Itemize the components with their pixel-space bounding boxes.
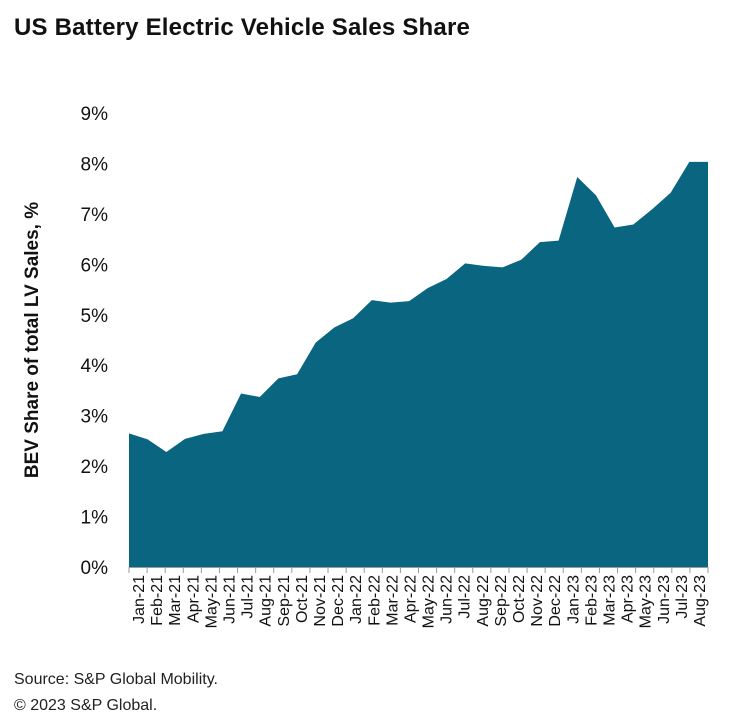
y-tick-label: 8% xyxy=(81,154,109,175)
x-tick-label: Feb-22 xyxy=(366,575,383,626)
y-tick-label: 6% xyxy=(81,255,109,276)
y-tick-label: 1% xyxy=(81,508,109,529)
copyright-note: © 2023 S&P Global. xyxy=(14,697,158,714)
x-tick-label: Jun-23 xyxy=(656,575,673,624)
x-tick-label: Nov-22 xyxy=(529,575,546,627)
y-tick-label: 5% xyxy=(81,306,109,327)
x-tick-label: Apr-21 xyxy=(185,575,202,623)
y-tick-label: 7% xyxy=(81,205,109,226)
x-tick-label: Apr-22 xyxy=(403,575,420,623)
x-tick-label: Jul-23 xyxy=(674,575,691,619)
y-tick-label: 0% xyxy=(81,558,109,579)
y-axis-title: BEV Share of total LV Sales, % xyxy=(22,202,43,478)
x-tick-label: Aug-22 xyxy=(475,575,492,627)
area-layer xyxy=(129,161,708,567)
y-tick-label: 2% xyxy=(81,457,109,478)
x-tick-label: Jan-22 xyxy=(348,575,365,624)
x-tick-label: Sep-22 xyxy=(493,575,510,627)
x-tick-label: Sep-21 xyxy=(276,575,293,627)
y-tick-label: 9% xyxy=(81,104,109,125)
y-tick-label: 4% xyxy=(81,356,109,377)
x-tick-label: Aug-21 xyxy=(258,575,275,627)
x-tick-label: Dec-21 xyxy=(330,575,347,627)
x-tick-label: Mar-23 xyxy=(602,575,619,626)
y-tick-labels: 0% 1% 2% 3% 4% 5% 6% 7% 8% 9% xyxy=(81,104,109,579)
x-tick-label: Jul-21 xyxy=(240,575,257,619)
x-tick-label: Dec-22 xyxy=(547,575,564,627)
x-tick-label: Jun-22 xyxy=(439,575,456,624)
x-tick-label: Jan-21 xyxy=(131,575,148,624)
x-tick-label: Jan-23 xyxy=(565,575,582,624)
x-tick-label: Nov-21 xyxy=(312,575,329,627)
x-tick-label: May-23 xyxy=(638,575,655,628)
x-tick-labels: Jan-21 Feb-21 Mar-21 Apr-21 May-21 Jun-21 Jul-… xyxy=(131,575,709,628)
x-tick-label: Oct-21 xyxy=(294,575,311,623)
source-note: Source: S&P Global Mobility. xyxy=(14,671,218,688)
y-tick-label: 3% xyxy=(81,407,109,428)
x-axis xyxy=(128,567,709,573)
x-tick-label: Mar-22 xyxy=(384,575,401,626)
x-tick-label: Mar-21 xyxy=(167,575,184,626)
x-tick-label: Jul-22 xyxy=(457,575,474,619)
x-tick-label: May-22 xyxy=(421,575,438,628)
bev-share-area-chart: BEV Share of total LV Sales, % 0% 1% 2% 3% 4… xyxy=(22,104,709,628)
y-axis-label: BEV Share of total LV Sales, % xyxy=(22,202,43,478)
x-tick-label: May-21 xyxy=(203,575,220,628)
chart-title: US Battery Electric Vehicle Sales Share xyxy=(14,14,471,41)
bev-share-area xyxy=(129,161,708,567)
x-tick-label: Feb-21 xyxy=(149,575,166,626)
x-tick-label: Feb-23 xyxy=(583,575,600,626)
x-tick-label: Oct-22 xyxy=(511,575,528,623)
x-tick-label: Aug-23 xyxy=(692,575,709,627)
x-tick-label: Jun-21 xyxy=(222,575,239,624)
x-tick-label: Apr-23 xyxy=(620,575,637,623)
